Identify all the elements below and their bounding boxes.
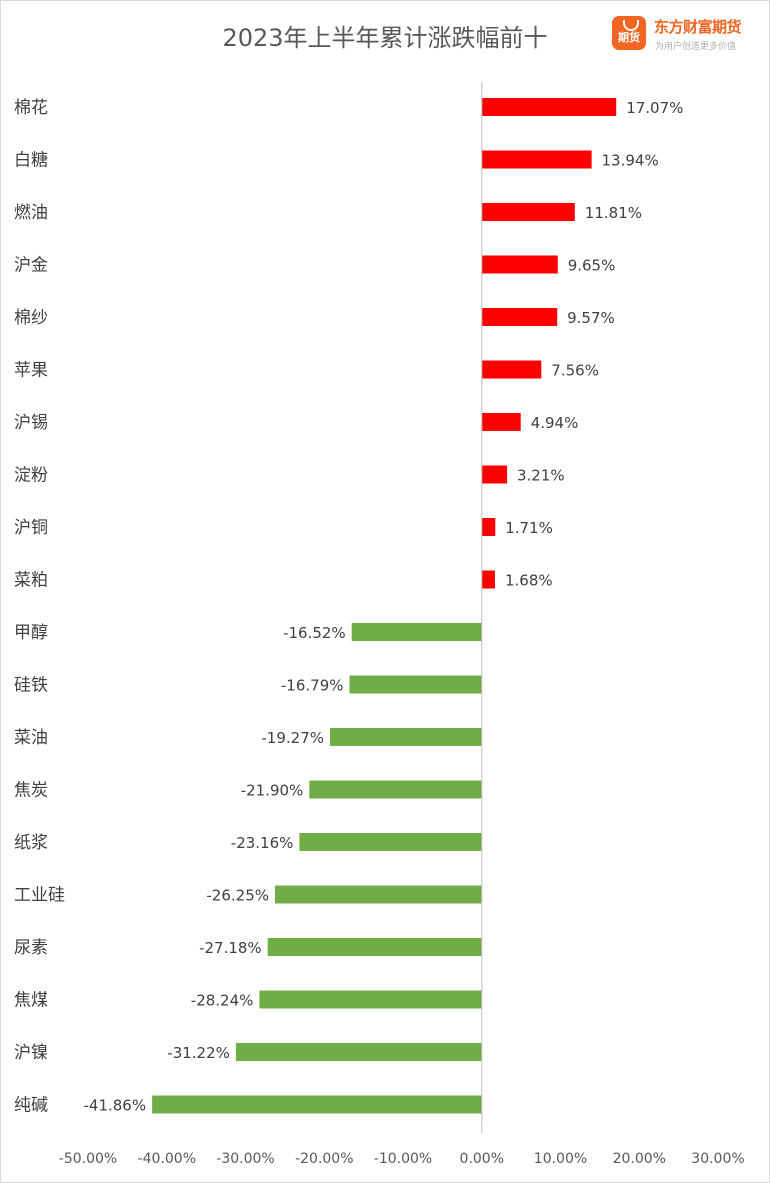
value-label: 1.68%	[505, 572, 553, 590]
category-label: 沪锡	[14, 413, 48, 433]
category-label: 尿素	[14, 938, 48, 958]
category-label: 焦炭	[14, 781, 48, 801]
x-tick-label: -50.00%	[59, 1151, 117, 1167]
value-label: 9.57%	[567, 309, 615, 327]
bar-淀粉	[481, 465, 508, 484]
bar-沪铜	[481, 518, 496, 536]
value-label: 13.94%	[602, 152, 659, 170]
bar-沪锡	[481, 413, 521, 431]
value-label: 3.21%	[517, 467, 565, 485]
bar-菜油	[330, 728, 482, 746]
x-tick-label: 10.00%	[534, 1151, 587, 1167]
category-label: 硅铁	[14, 676, 48, 696]
bar-燃油	[481, 203, 575, 221]
category-label: 沪金	[14, 256, 48, 276]
value-label: 9.65%	[568, 257, 616, 275]
category-label: 纸浆	[14, 833, 48, 853]
brand-logo-icon: 期货	[612, 16, 646, 50]
value-label: -19.27%	[261, 729, 324, 747]
value-label: -27.18%	[199, 939, 262, 957]
category-label: 淀粉	[14, 466, 48, 486]
category-label: 菜粕	[14, 571, 48, 591]
bar-棉花	[481, 98, 617, 116]
bar-硅铁	[349, 675, 482, 694]
x-tick-label: -40.00%	[138, 1151, 196, 1167]
category-label: 甲醇	[14, 623, 48, 643]
x-tick-label: 20.00%	[613, 1151, 666, 1167]
value-label: 7.56%	[551, 362, 599, 380]
bar-棉纱	[481, 308, 558, 326]
bar-焦炭	[309, 780, 482, 799]
bar-甲醇	[351, 623, 482, 641]
value-label: -28.24%	[191, 992, 254, 1010]
brand-logo: 期货 东方财富期货 为用户创造更多价值	[612, 16, 762, 56]
bar-沪镍	[235, 1043, 482, 1061]
category-label: 燃油	[14, 203, 48, 223]
x-tick-label: 0.00%	[460, 1151, 504, 1167]
value-label: -16.52%	[283, 624, 346, 642]
category-label: 焦煤	[14, 991, 48, 1011]
value-label: -23.16%	[231, 834, 294, 852]
value-label: 17.07%	[626, 99, 683, 117]
bar-纯碱	[152, 1095, 482, 1114]
brand-slogan: 为用户创造更多价值	[655, 42, 737, 52]
category-label: 纯碱	[14, 1096, 48, 1116]
value-label: -41.86%	[83, 1097, 146, 1115]
category-label: 沪镍	[14, 1043, 48, 1063]
value-label: 4.94%	[531, 414, 579, 432]
value-label: -16.79%	[281, 677, 344, 695]
bar-菜粕	[481, 570, 495, 589]
category-label: 菜油	[14, 728, 48, 748]
bar-焦煤	[259, 990, 482, 1009]
value-label: 1.71%	[505, 519, 553, 537]
value-label: -21.90%	[241, 782, 304, 800]
brand-name: 东方财富期货	[654, 18, 742, 36]
category-label: 苹果	[14, 361, 48, 381]
x-tick-label: -20.00%	[295, 1151, 353, 1167]
chart-title: 2023年上半年累计涨跌幅前十	[222, 24, 548, 52]
value-label: 11.81%	[585, 204, 642, 222]
value-label: -31.22%	[167, 1044, 230, 1062]
bar-苹果	[481, 360, 542, 379]
value-label: -26.25%	[206, 887, 269, 905]
bar-工业硅	[275, 885, 482, 904]
category-label: 棉花	[14, 98, 48, 118]
category-label: 白糖	[14, 151, 48, 171]
bar-白糖	[481, 150, 592, 169]
bar-尿素	[267, 938, 482, 956]
x-tick-label: -30.00%	[216, 1151, 274, 1167]
category-label: 沪铜	[14, 518, 48, 538]
bar-沪金	[481, 255, 558, 274]
category-label: 工业硅	[14, 886, 65, 906]
bar-纸浆	[299, 833, 482, 851]
category-label: 棉纱	[14, 308, 48, 328]
x-tick-label: 30.00%	[691, 1151, 744, 1167]
x-tick-label: -10.00%	[374, 1151, 432, 1167]
